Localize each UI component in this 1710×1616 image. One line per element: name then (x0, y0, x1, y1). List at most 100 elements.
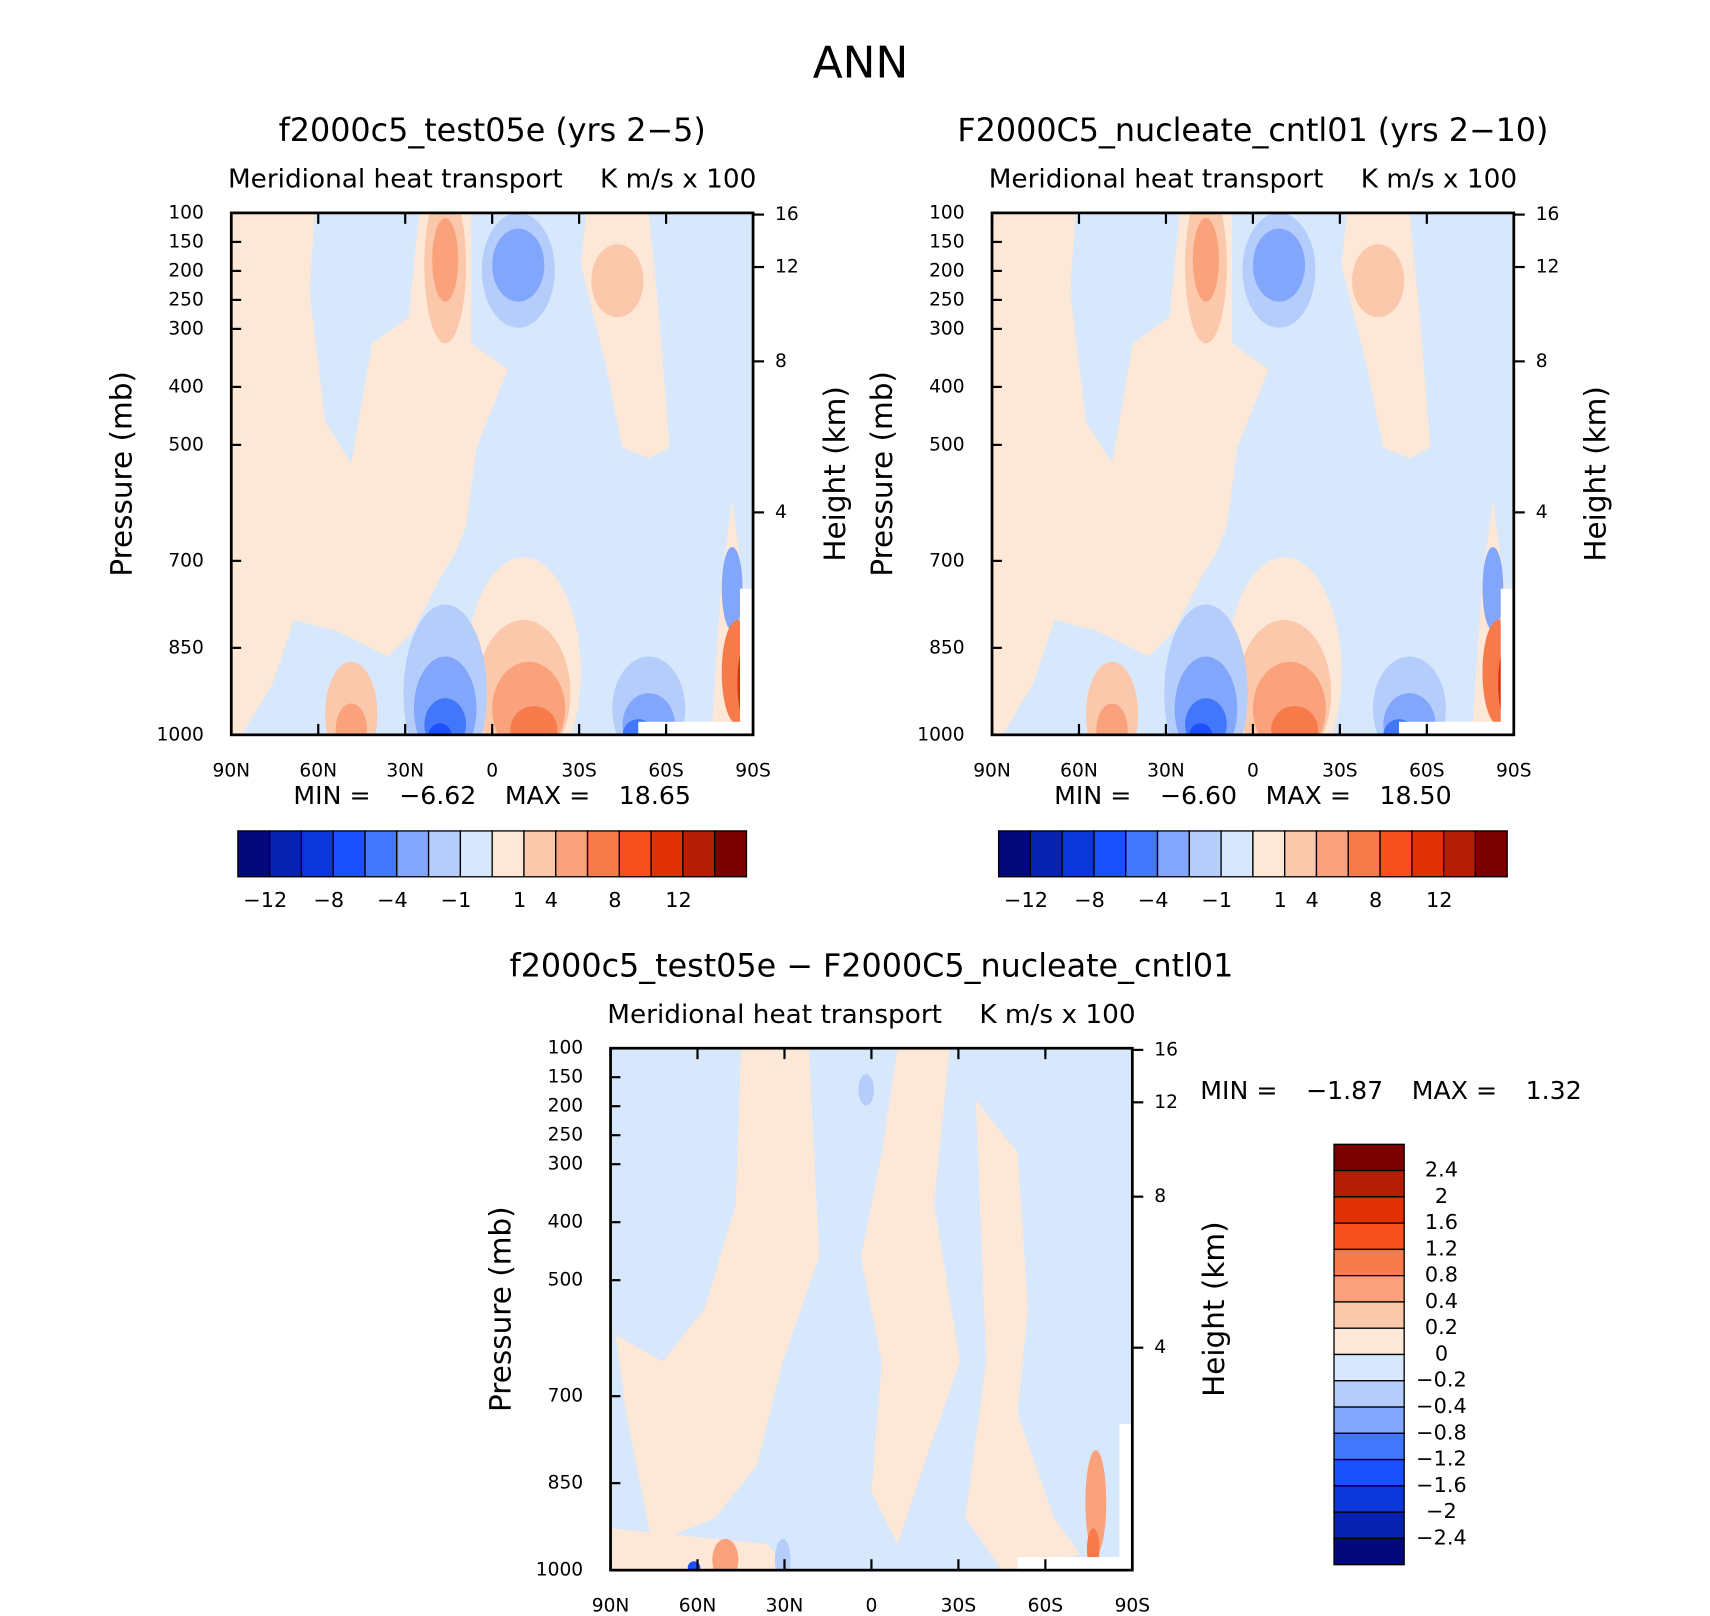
y-tick-label: 250 (929, 289, 965, 310)
y2-tick-label: 4 (1154, 1337, 1166, 1358)
colorbar-box (396, 830, 430, 878)
y2-tick-label: 4 (775, 502, 787, 523)
contour-region (492, 228, 545, 302)
x-tick-label: 60N (299, 760, 337, 781)
contour-region (1096, 703, 1128, 735)
colorbar-box (1061, 830, 1095, 878)
contour-region (1192, 218, 1219, 302)
y2-tick-label: 16 (1154, 1039, 1178, 1060)
x-tick-label: 60N (1060, 760, 1098, 781)
colorbar-box (237, 830, 271, 878)
colorbar-label: −1.6 (1416, 1473, 1467, 1497)
y-tick-label: 200 (168, 260, 204, 281)
min-max-part: MAX = (1412, 1076, 1497, 1105)
colorbar-box (1333, 1222, 1405, 1251)
colorbar-label: 1 (513, 888, 526, 912)
contour-field (992, 212, 1514, 735)
contour-region (231, 212, 508, 735)
colorbar-box (1220, 830, 1254, 878)
contour-region (1482, 546, 1504, 631)
y-tick-label: 100 (929, 202, 965, 223)
colorbar-label: 8 (608, 888, 621, 912)
colorbar-label: −8 (314, 888, 345, 912)
y-tick-label: 850 (929, 637, 965, 658)
x-tick-label: 0 (1247, 760, 1259, 781)
contour-region (309, 212, 420, 464)
y-tick-label: 150 (929, 231, 965, 252)
colorbar-label: 0.2 (1425, 1315, 1458, 1339)
x-tick-label: 90N (212, 760, 250, 781)
min-max-part: −6.60 (1160, 781, 1237, 810)
colorbar-box (997, 830, 1032, 878)
colorbar-box (1333, 1537, 1405, 1566)
contour-region (432, 218, 459, 302)
y-tick-label: 250 (168, 289, 204, 310)
y2-tick-label: 12 (1154, 1092, 1178, 1113)
colorbar-box (268, 830, 303, 878)
x-tick-label: 0 (486, 760, 498, 781)
min-max: MIN = −6.62 MAX = 18.65 (293, 781, 690, 810)
colorbar-box (1252, 830, 1286, 878)
y-tick-label: 400 (168, 376, 204, 397)
colorbar-box (459, 830, 493, 878)
colorbar-box (491, 830, 525, 878)
y-tick-label: 850 (168, 637, 204, 658)
y-tick-label: 500 (168, 434, 204, 455)
colorbar-label: −1 (1201, 888, 1232, 912)
subtitle-left: Meridional heat transport (989, 165, 1324, 195)
y-tick-label: 500 (548, 1270, 584, 1291)
colorbar-box (1333, 1432, 1405, 1461)
subtitle-left: Meridional heat transport (228, 165, 563, 195)
colorbar-box (1333, 1380, 1405, 1408)
subtitle-right: K m/s x 100 (979, 1000, 1135, 1030)
y-tick-label: 400 (548, 1212, 584, 1233)
colorbar-box (1156, 830, 1190, 878)
y2-tick-label: 4 (1536, 502, 1548, 523)
contour-region (861, 1048, 961, 1545)
x-tick-label: 60S (1028, 1596, 1064, 1616)
x-tick-label: 30N (1147, 760, 1185, 781)
y-axis-label: Pressure (mb) (484, 1206, 518, 1412)
y2-axis-label: Height (km) (818, 386, 852, 561)
contour-region (858, 1074, 875, 1106)
y-tick-label: 500 (929, 434, 965, 455)
contour-field (610, 1048, 1133, 1571)
colorbar-box (300, 830, 334, 878)
panel-title: f2000c5_test05e (yrs 2−5) (279, 113, 706, 149)
y-tick-label: 400 (929, 376, 965, 397)
colorbar-box (523, 830, 557, 878)
min-max-part: 18.65 (619, 781, 691, 810)
colorbar-box (682, 830, 716, 878)
colorbar-label: −2 (1426, 1499, 1457, 1523)
colorbar-label: 4 (1305, 888, 1318, 912)
colorbar-box (1333, 1196, 1405, 1224)
x-tick-label: 90S (735, 760, 771, 781)
x-tick-label: 30S (1322, 760, 1358, 781)
contour-region (774, 1538, 791, 1571)
subtitle-left: Meridional heat transport (607, 1000, 942, 1030)
colorbar-box (427, 830, 462, 878)
colorbar-box (1188, 830, 1222, 878)
contour-region (335, 703, 367, 735)
missing-region (638, 721, 754, 735)
min-max-part: MAX = (1266, 781, 1351, 810)
contour-region (721, 546, 743, 631)
contour-region (591, 244, 644, 318)
min-max-part: MIN = (1200, 1076, 1277, 1105)
y2-axis-label: Height (km) (1579, 386, 1613, 561)
x-tick-label: 0 (866, 1596, 878, 1616)
y-tick-label: 150 (168, 231, 204, 252)
y2-axis-label: Height (km) (1197, 1221, 1231, 1396)
min-max: MIN = −6.60 MAX = 18.50 (1054, 781, 1451, 810)
contour-region (1085, 1450, 1107, 1555)
contour-region (610, 1528, 794, 1571)
panel-title: f2000c5_test05e − F2000C5_nucleate_cntl0… (510, 948, 1234, 984)
y-axis-label: Pressure (mb) (104, 371, 138, 577)
colorbar-label: 0.8 (1425, 1263, 1458, 1287)
contour-region (1185, 698, 1227, 735)
colorbar-box (618, 830, 652, 878)
colorbar-label: 0 (1435, 1342, 1448, 1366)
x-tick-label: 90N (973, 760, 1011, 781)
y2-tick-label: 8 (1154, 1186, 1166, 1207)
